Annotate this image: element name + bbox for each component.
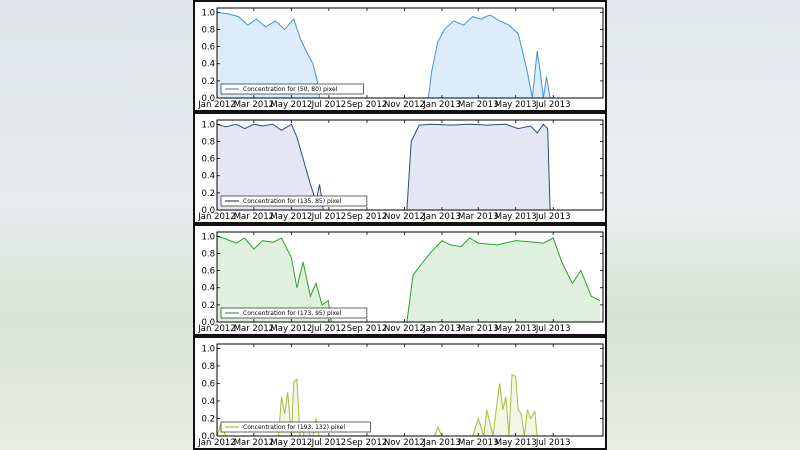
background-right: [607, 0, 800, 450]
y-tick-label: 0.2: [201, 301, 215, 311]
x-tick-label: Nov 2012: [384, 438, 425, 448]
y-tick-label: 1.0: [201, 344, 215, 354]
x-tick-label: Jul 2013: [535, 100, 571, 110]
legend: Concentration for (193, 132) pixel: [220, 421, 371, 433]
axes-frame: [216, 119, 604, 211]
x-tick-label: Jan 2012: [197, 212, 235, 222]
y-tick-label: 0.2: [201, 77, 215, 87]
chart-panel-3: 0.0 0.2 0.4 0.6 0.8 1.0 Jan 2012 Mar 2012 May 20…: [193, 224, 607, 336]
legend-box: [220, 421, 371, 433]
y-tick-label: 0.6: [201, 155, 215, 165]
x-tick-label: May 2012: [270, 438, 312, 448]
legend-label: Concentration for (50, 80) pixel: [243, 86, 338, 93]
legend-box: [220, 195, 368, 207]
series-area: [217, 124, 551, 210]
x-tick-label: Jul 2012: [311, 324, 347, 334]
series-line: [216, 235, 601, 323]
x-tick-label: May 2013: [495, 324, 537, 334]
x-tick-label: May 2012: [270, 324, 312, 334]
x-tick-label: Jan 2012: [197, 100, 235, 110]
chart-panel-4: 0.0 0.2 0.4 0.6 0.8 1.0 Jan 2012 Mar 2012 May 20…: [193, 336, 607, 450]
x-tick-label: Jul 2013: [535, 212, 571, 222]
x-tick-label: Jan 2012: [197, 438, 235, 448]
y-tick-label: 1.0: [201, 8, 215, 18]
x-tick-label: Jul 2013: [535, 438, 571, 448]
legend-label: Concentration for (193, 132) pixel: [243, 424, 345, 431]
legend-label: Concentration for (173, 95) pixel: [243, 310, 342, 317]
x-tick-label: May 2013: [495, 100, 537, 110]
y-tick-label: 0.4: [201, 284, 215, 294]
y-tick-label: 0.8: [201, 25, 215, 35]
series-area: [217, 374, 544, 436]
x-tick-label: Nov 2012: [384, 100, 425, 110]
x-tick-label: Nov 2012: [384, 212, 425, 222]
x-tick-label: Mar 2012: [234, 324, 274, 334]
y-tick-label: 0.0: [201, 94, 215, 104]
y-tick-label: 0.8: [201, 137, 215, 147]
y-tick-label: 0.0: [201, 318, 215, 328]
x-tick-label: Mar 2012: [234, 212, 274, 222]
y-tick-label: 0.8: [201, 249, 215, 259]
x-tick-label: Jan 2013: [422, 324, 460, 334]
y-tick-label: 0.4: [201, 172, 215, 182]
legend: Concentration for (135, 85) pixel: [220, 195, 368, 207]
y-tick-label: 0.6: [201, 43, 215, 53]
x-tick-label: May 2013: [495, 438, 537, 448]
chart-panel-1: 0.0 0.2 0.4 0.6 0.8 1.0 Jan 2012 Mar 2012 May 20…: [193, 0, 607, 112]
x-tick-label: Jan 2012: [197, 324, 235, 334]
y-tick-label: 0.4: [201, 60, 215, 70]
x-tick-label: May 2012: [270, 100, 312, 110]
y-tick-label: 0.2: [201, 414, 215, 424]
series-area: [217, 236, 600, 322]
chart-panel-2: 0.0 0.2 0.4 0.6 0.8 1.0 Jan 2012 Mar 2012 May 20…: [193, 112, 607, 224]
y-tick-label: 0.6: [201, 267, 215, 277]
axes-frame: [216, 231, 604, 323]
x-tick-label: Sep 2012: [347, 212, 387, 222]
x-tick-label: Mar 2012: [234, 438, 274, 448]
series-area: [217, 12, 551, 98]
y-tick-label: 0.2: [201, 189, 215, 199]
x-tick-label: Jan 2013: [422, 438, 460, 448]
x-tick-label: Jul 2012: [311, 212, 347, 222]
legend-box: [220, 307, 368, 319]
background-left: [0, 0, 193, 450]
x-tick-label: May 2013: [495, 212, 537, 222]
x-tick-label: Jul 2012: [311, 438, 347, 448]
axes-frame: [216, 7, 604, 99]
x-tick-label: Jul 2012: [311, 100, 347, 110]
legend: Concentration for (173, 95) pixel: [220, 307, 368, 319]
x-tick-label: Jan 2013: [422, 212, 460, 222]
legend: Concentration for (50, 80) pixel: [220, 83, 364, 95]
x-tick-label: Jan 2013: [422, 100, 460, 110]
y-tick-label: 1.0: [201, 232, 215, 242]
y-tick-label: 0.4: [201, 397, 215, 407]
x-tick-label: Mar 2012: [234, 100, 274, 110]
chart-stack: 0.0 0.2 0.4 0.6 0.8 1.0 Jan 2012 Mar 2012 May 20…: [193, 0, 607, 450]
x-tick-label: Sep 2012: [347, 100, 387, 110]
x-tick-label: Sep 2012: [347, 438, 387, 448]
axes-frame: [216, 343, 604, 437]
y-tick-label: 0.0: [201, 432, 215, 442]
y-tick-label: 1.0: [201, 120, 215, 130]
y-tick-label: 0.6: [201, 379, 215, 389]
y-tick-label: 0.8: [201, 362, 215, 372]
x-tick-label: Mar 2013: [458, 438, 498, 448]
x-tick-label: Nov 2012: [384, 324, 425, 334]
x-tick-label: Mar 2013: [458, 212, 498, 222]
x-tick-label: Mar 2013: [458, 324, 498, 334]
x-tick-label: Jul 2013: [535, 324, 571, 334]
x-tick-label: Mar 2013: [458, 100, 498, 110]
legend-box: [220, 83, 364, 95]
x-tick-label: Sep 2012: [347, 324, 387, 334]
x-tick-label: May 2012: [270, 212, 312, 222]
y-tick-label: 0.0: [201, 206, 215, 216]
legend-label: Concentration for (135, 85) pixel: [243, 198, 342, 205]
series-line: [216, 11, 551, 99]
